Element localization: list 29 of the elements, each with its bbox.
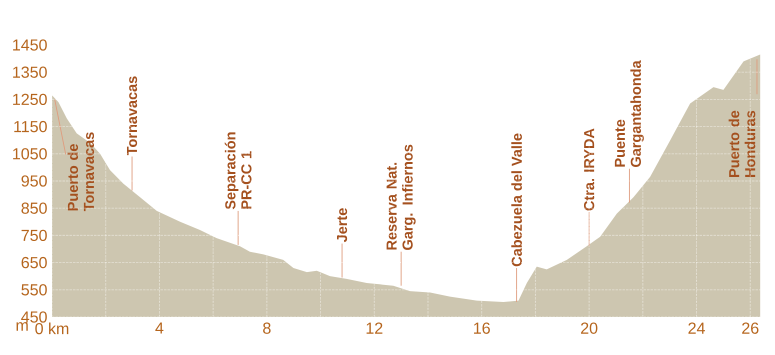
annotation: Separación PR-CC 1: [224, 132, 252, 210]
y-tick-label: 1350: [13, 66, 47, 78]
x-tick-label: 12: [366, 322, 382, 334]
annotation: Ctra. IRYDA: [584, 128, 594, 210]
x-tick-label: 4: [155, 322, 164, 334]
y-tick-label: 1450: [13, 39, 47, 51]
y-tick-label: 950: [22, 175, 47, 187]
y-tick-label: 1250: [13, 94, 47, 106]
y-tick-label: 550: [21, 284, 47, 296]
y-tick-label: 750: [22, 230, 47, 242]
x-tick-label: 8: [263, 322, 271, 334]
annotation: Reserva Nat. Garg. Infiernos: [386, 144, 416, 250]
y-axis-title: m: [16, 322, 28, 331]
annotation: Tornavacas: [126, 76, 138, 156]
x-tick-label: 16: [474, 322, 490, 334]
y-tick-label: 1150: [14, 120, 47, 132]
y-tick-label: 650: [22, 256, 47, 268]
x-tick-label: 26: [742, 322, 758, 334]
annotation: Cabezuela del Valle: [511, 134, 522, 266]
annotation: Puente Gargantahonda: [614, 60, 644, 167]
annotation: Jerte: [336, 208, 348, 242]
y-tick-label: 850: [21, 202, 47, 214]
x-tick-label: 0 km: [35, 322, 68, 334]
annotation: Puerto de Tornavacas: [67, 132, 94, 212]
x-tick-label: 20: [581, 322, 598, 334]
y-tick-label: 450: [21, 311, 47, 323]
x-tick-label: 24: [688, 322, 705, 334]
y-tick-label: 1050: [13, 148, 47, 160]
annotation: Puerto de Honduras: [728, 110, 756, 177]
